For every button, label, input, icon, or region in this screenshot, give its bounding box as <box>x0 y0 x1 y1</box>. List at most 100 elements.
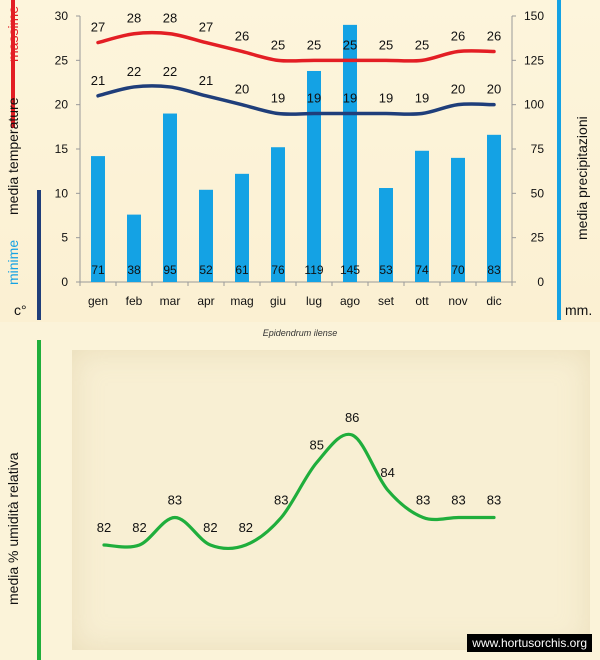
right-tick-label: 100 <box>524 98 544 112</box>
precip-bar <box>307 70 321 283</box>
precip-bar <box>415 150 429 282</box>
x-tick-label: giu <box>270 294 286 308</box>
x-tick-label: apr <box>197 294 214 308</box>
massime-data-label: 27 <box>199 20 213 35</box>
precip-bar <box>451 157 465 282</box>
precip-data-label: 38 <box>127 263 141 277</box>
massime-data-label: 28 <box>163 11 177 26</box>
left-tick-label: 25 <box>55 53 69 67</box>
humidity-data-label: 86 <box>345 410 359 425</box>
left-tick-label: 10 <box>55 186 69 200</box>
temperature-precipitation-chart: 0 5 10 15 20 25 30 0 25 50 75 100 125 150 gen feb mar apr… <box>55 9 545 308</box>
precip-bar <box>379 188 393 282</box>
minime-indicator-line <box>37 190 41 320</box>
minime-data-label: 22 <box>127 64 141 79</box>
massime-data-label: 28 <box>127 11 141 26</box>
precip-bar <box>487 134 501 282</box>
humidity-data-label: 85 <box>309 438 323 453</box>
precip-data-label: 119 <box>304 263 323 277</box>
humidity-data-label: 83 <box>274 493 288 508</box>
massime-line <box>96 30 496 63</box>
left-tick-label: 30 <box>55 9 69 23</box>
right-tick-label: 75 <box>531 142 545 156</box>
minime-data-label: 20 <box>451 82 465 97</box>
massime-data-label: 26 <box>235 28 249 43</box>
humidity-data-label: 82 <box>239 520 253 535</box>
temperature-unit: c° <box>14 302 27 318</box>
left-tick-label: 15 <box>55 142 69 156</box>
massime-data-label: 26 <box>451 28 465 43</box>
minime-data-label: 20 <box>487 82 501 97</box>
precip-unit: mm. <box>565 302 593 318</box>
precip-bar <box>271 147 285 282</box>
humidity-data-label: 84 <box>380 465 394 480</box>
x-tick-label: gen <box>88 294 108 308</box>
right-tick-label: 150 <box>524 9 544 23</box>
humidity-data-label: 83 <box>416 493 430 508</box>
precip-data-label: 70 <box>451 263 465 277</box>
x-tick-label: dic <box>486 294 501 308</box>
x-tick-label: mag <box>230 294 253 308</box>
massime-data-label: 25 <box>307 37 321 52</box>
precip-bar <box>343 24 357 282</box>
precip-data-label: 74 <box>415 263 429 277</box>
humidity-data-label: 82 <box>97 520 111 535</box>
right-tick-label: 0 <box>537 275 544 289</box>
precip-data-label: 95 <box>163 263 177 277</box>
right-tick-label: 25 <box>531 231 545 245</box>
x-tick-label: nov <box>448 294 467 308</box>
minime-data-label: 21 <box>199 73 213 88</box>
humidity-chart-panel <box>72 350 590 650</box>
minime-data-label: 22 <box>163 64 177 79</box>
left-tick-label: 20 <box>55 98 69 112</box>
x-tick-label: mar <box>160 294 181 308</box>
humidity-data-label: 83 <box>168 493 182 508</box>
massime-data-label: 25 <box>343 37 357 52</box>
precip-data-label: 71 <box>91 263 105 277</box>
precip-data-label: 53 <box>379 263 393 277</box>
chart-caption: Epidendrum ilense <box>262 328 338 338</box>
x-tick-label: ott <box>415 294 429 308</box>
precip-data-label: 145 <box>340 263 360 277</box>
humidity-indicator-line <box>37 340 41 660</box>
precip-bar <box>91 156 105 282</box>
precip-bar <box>199 189 213 282</box>
precip-data-label: 83 <box>487 263 501 277</box>
massime-data-label: 25 <box>379 37 393 52</box>
right-tick-label: 125 <box>524 53 544 67</box>
humidity-data-label: 82 <box>203 520 217 535</box>
precip-data-label: 76 <box>271 263 285 277</box>
precip-bar <box>235 173 249 282</box>
x-tick-label: lug <box>306 294 322 308</box>
precip-data-label: 61 <box>235 263 249 277</box>
precip-indicator-line <box>557 0 561 320</box>
left-tick-label: 5 <box>61 231 68 245</box>
x-tick-label: set <box>378 294 395 308</box>
x-tick-label: ago <box>340 294 360 308</box>
massime-indicator-line <box>11 0 15 128</box>
minime-data-label: 19 <box>307 91 321 106</box>
minime-data-label: 21 <box>91 73 105 88</box>
precip-data-label: 52 <box>199 263 213 277</box>
humidity-data-label: 83 <box>487 493 501 508</box>
minime-data-label: 20 <box>235 82 249 97</box>
minime-line <box>96 84 496 116</box>
humidity-data-label: 83 <box>451 493 465 508</box>
minime-data-label: 19 <box>343 91 357 106</box>
massime-data-label: 26 <box>487 28 501 43</box>
humidity-data-label: 82 <box>132 520 146 535</box>
right-tick-label: 50 <box>531 186 545 200</box>
precip-bar <box>127 214 141 282</box>
watermark: www.hortusorchis.org <box>467 634 592 652</box>
massime-data-label: 27 <box>91 20 105 35</box>
left-tick-label: 0 <box>61 275 68 289</box>
minime-data-label: 19 <box>271 91 285 106</box>
minime-data-label: 19 <box>379 91 393 106</box>
massime-data-label: 25 <box>415 37 429 52</box>
humidity-line <box>102 432 496 551</box>
x-tick-label: feb <box>126 294 143 308</box>
massime-data-label: 25 <box>271 37 285 52</box>
precip-bar <box>163 113 177 283</box>
minime-data-label: 19 <box>415 91 429 106</box>
